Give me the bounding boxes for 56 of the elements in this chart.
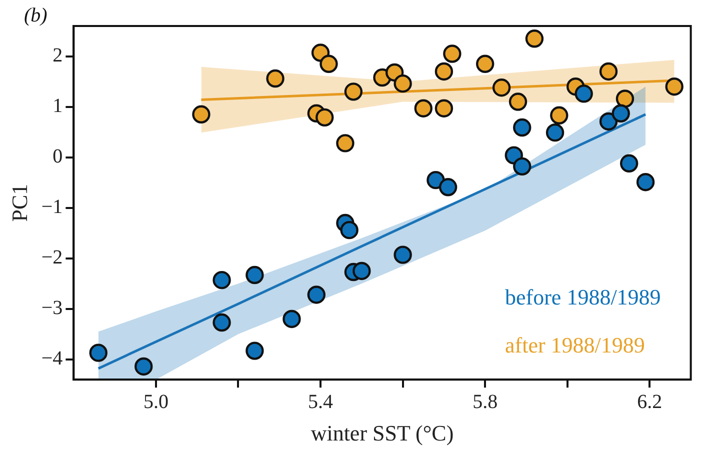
point [620,154,638,172]
point [574,84,593,103]
point [434,99,454,118]
x-tick-label: 5.8 [472,390,498,413]
y-tick-label: 0 [52,146,63,168]
point [192,105,210,124]
text: before 1988/1989 [505,284,661,310]
x-tick-label: 6.2 [637,390,662,413]
point [599,62,618,81]
point [394,74,412,93]
point [320,54,338,73]
point [616,90,634,108]
point [438,178,458,196]
point [307,286,326,304]
point [508,92,528,111]
y-tick-label: 2 [52,44,63,67]
point [246,266,264,284]
point [336,134,354,152]
point [352,262,371,280]
point [550,106,568,125]
chart-title: (b) [24,4,48,26]
point [414,99,432,118]
point [344,82,363,101]
y-tick-label: −4 [41,348,63,370]
point [89,344,108,362]
x-tick-label: 5.4 [308,390,334,413]
x-tick-label: 5.0 [143,390,168,413]
y-tick-label: −3 [41,297,63,320]
point [546,123,564,142]
point [134,357,153,376]
point [434,62,454,81]
y-tick-label: −1 [41,196,63,218]
point [513,157,532,176]
point [426,170,445,190]
text: after 1988/1989 [505,332,645,358]
y-axis-title: PC1 [6,184,32,222]
point [612,104,630,122]
x-axis-title: winter SST (°C) [310,420,454,446]
point [636,172,655,192]
point [492,78,511,97]
point [246,342,264,360]
point [665,78,684,96]
point [266,69,284,88]
point [316,108,334,127]
point [525,30,544,48]
point [513,118,532,137]
y-tick-label: −2 [41,246,63,269]
y-tick-label: 1 [52,95,63,118]
point [282,310,301,328]
point [394,246,412,264]
point [476,54,494,73]
point [443,44,462,63]
point [212,313,231,332]
point [599,112,618,131]
point [212,270,231,290]
point [340,220,358,240]
